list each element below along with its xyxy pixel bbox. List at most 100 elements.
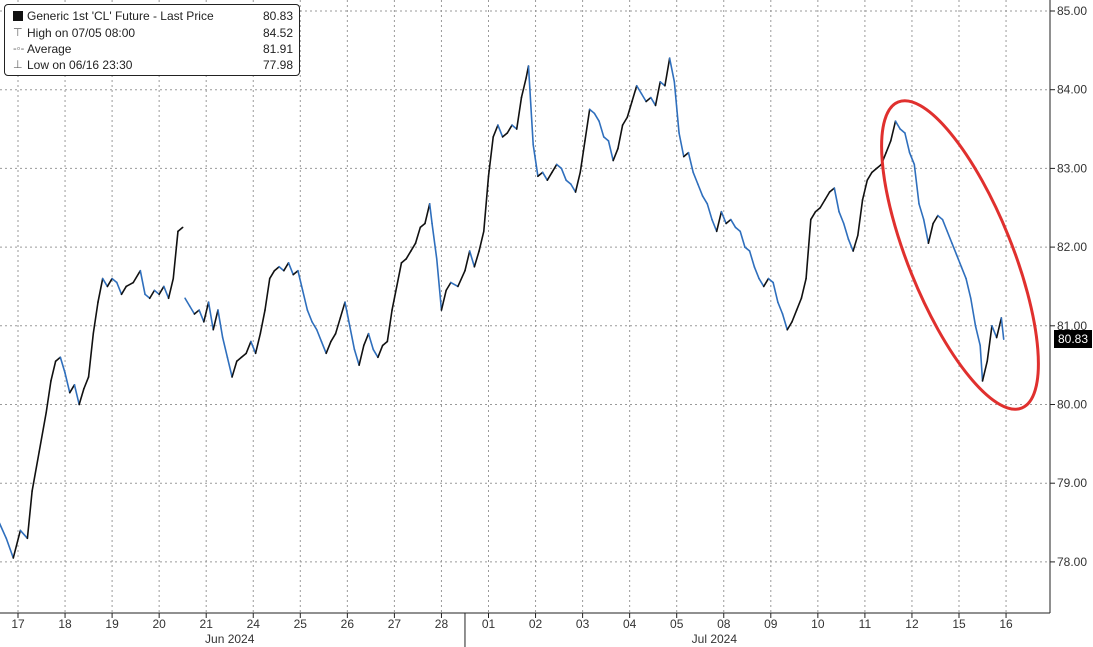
x-tick-label: 11 (859, 617, 872, 631)
price-segment (254, 332, 262, 355)
price-segment (981, 360, 989, 382)
price-segment (588, 108, 596, 115)
price-segment (969, 297, 977, 327)
price-segment (697, 183, 704, 197)
price-segment (59, 356, 66, 374)
grid-lines (0, 0, 1050, 613)
price-segment (515, 96, 523, 130)
price-segment (464, 250, 471, 272)
price-segment (842, 222, 850, 241)
price-segment (927, 222, 934, 244)
x-tick-label: 01 (482, 617, 496, 631)
x-tick-label: 12 (905, 617, 919, 631)
price-segment (414, 226, 422, 244)
price-segment (574, 171, 582, 193)
legend-last-value: 80.83 (262, 9, 293, 23)
price-segment (640, 92, 647, 103)
legend-low-row: ⊥ Low on 06/16 23:30 77.98 (11, 57, 293, 73)
price-segment (139, 269, 146, 296)
price-segment (116, 281, 123, 296)
x-tick-label: 17 (11, 617, 25, 631)
price-segment (306, 309, 313, 323)
price-segment (621, 116, 629, 126)
legend-low-label: Low on 06/16 23:30 (27, 58, 133, 72)
price-segment (979, 344, 984, 382)
price-segment (800, 277, 807, 300)
price-segment (12, 529, 22, 559)
price-segment (193, 309, 200, 315)
price-segment (92, 301, 99, 335)
price-segment (819, 199, 826, 209)
price-segment (0, 522, 8, 540)
price-segment (965, 277, 972, 300)
legend-average-row: -◦- Average 81.91 (11, 41, 293, 57)
price-segment (167, 277, 175, 300)
price-segment (570, 183, 577, 193)
price-segment (38, 411, 48, 453)
price-segment (231, 360, 238, 378)
x-tick-label: 28 (435, 617, 449, 631)
price-segment (650, 96, 657, 107)
month-label: Jun 2024 (205, 632, 255, 646)
price-segment (445, 281, 452, 292)
price-segment (431, 222, 438, 260)
x-tick-label: 27 (388, 617, 402, 631)
price-segment (904, 132, 911, 154)
price-segment (908, 151, 916, 166)
price-segment (706, 203, 713, 221)
price-segment (391, 285, 398, 311)
price-segment (363, 332, 370, 347)
legend-high-label: High on 07/05 08:00 (27, 26, 136, 40)
x-tick-label: 10 (811, 617, 825, 631)
price-segment (918, 203, 925, 221)
price-segment (188, 305, 196, 315)
x-tick-label: 16 (999, 617, 1013, 631)
price-segment (541, 171, 549, 182)
price-segment (744, 246, 751, 252)
price-segment (678, 132, 685, 158)
price-segment (673, 81, 680, 134)
price-segment (287, 262, 295, 276)
x-tick-label: 25 (294, 617, 308, 631)
x-tick-label: 15 (952, 617, 966, 631)
x-tick-label: 03 (576, 617, 590, 631)
price-segment (960, 265, 967, 280)
price-segment (631, 84, 638, 103)
price-segment (273, 265, 280, 272)
price-segment (264, 277, 271, 311)
average-marker-icon: -◦- (13, 43, 25, 55)
price-segment (125, 281, 135, 288)
price-segment (50, 360, 57, 382)
price-segment (932, 214, 939, 225)
price-segment (937, 214, 944, 221)
price-segment (31, 450, 40, 492)
price-segment (405, 250, 412, 260)
price-segment (45, 380, 52, 414)
price-segment (772, 281, 779, 303)
price-segment (492, 124, 499, 138)
x-tick-label: 24 (247, 617, 261, 631)
legend-average-label: Average (27, 42, 72, 56)
price-segment (457, 269, 466, 288)
price-segment (468, 250, 476, 268)
highlight-ellipse (880, 99, 1040, 411)
price-segment (487, 136, 495, 178)
high-marker-icon: ⊤ (13, 27, 23, 39)
price-segment (450, 281, 459, 288)
price-segment (612, 147, 619, 162)
price-segment (301, 289, 309, 311)
last-price-tag: 80.83 (1054, 330, 1093, 348)
price-segment (78, 387, 85, 406)
price-segment (861, 179, 869, 201)
x-tick-label: 09 (764, 617, 778, 631)
price-segment (358, 344, 365, 366)
price-segment (217, 309, 224, 339)
series-segment-group (184, 57, 1005, 382)
price-segment (730, 218, 737, 229)
legend-title: Generic 1st 'CL' Future - Last Price (27, 9, 214, 23)
x-tick-label: 08 (717, 617, 731, 631)
price-segment (748, 250, 756, 268)
price-segment (828, 187, 836, 193)
price-segment (87, 332, 95, 378)
